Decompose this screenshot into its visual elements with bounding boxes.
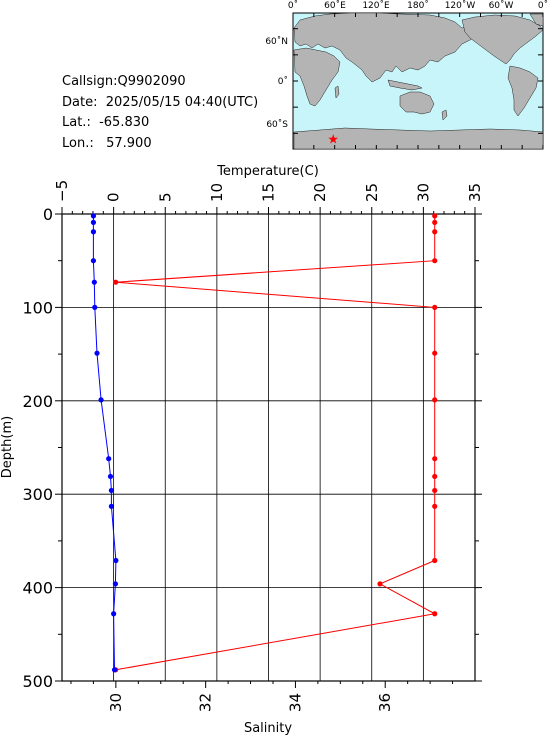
location-map: 0˚ 60˚E 120˚E 180˚ 120˚W 60˚W 0˚ 60˚N 0˚… — [265, 0, 548, 150]
temperature-point — [432, 219, 438, 226]
temperature-point — [432, 258, 438, 264]
depth-tick-label: 400 — [22, 579, 53, 598]
salinity-point — [111, 611, 117, 617]
temperature-point — [432, 557, 438, 564]
depth-tick-label: 200 — [22, 392, 53, 411]
depth-tick-label: 0 — [43, 205, 53, 224]
temperature-point — [432, 456, 438, 462]
temperature-tick-label: 20 — [311, 183, 329, 202]
temperature-point — [432, 397, 438, 403]
salinity-tick-label: 30 — [107, 693, 125, 712]
salinity-ticks: 30 32 34 36 — [70, 681, 454, 712]
temperature-point — [432, 473, 438, 480]
salinity-point — [90, 219, 97, 226]
profile-plot: −5 0 5 10 15 20 25 30 35 30 32 34 36 01002003004005… — [0, 164, 484, 736]
salinity-line — [92, 215, 117, 670]
salinity-tick-label: 34 — [286, 693, 304, 712]
salinity-point — [98, 397, 104, 403]
temperature-line — [115, 215, 437, 671]
land-south-america — [507, 65, 539, 117]
map-lat-label: 60˚N — [265, 36, 288, 47]
salinity-point — [111, 667, 118, 673]
latitude-text: Lat.: -65.830 — [62, 115, 150, 130]
land-eurasia — [293, 12, 479, 83]
salinity-tick-label: 36 — [376, 693, 394, 712]
callsign-text: Callsign:Q9902090 — [62, 74, 186, 89]
map-lon-labels: 0˚ 60˚E 120˚E 180˚ 120˚W 60˚W 0˚ — [288, 0, 548, 11]
temperature-point — [432, 213, 438, 219]
temperature-point — [113, 279, 119, 285]
temperature-point — [432, 611, 438, 617]
longitude-text: Lon.: 57.900 — [62, 135, 152, 151]
salinity-point — [92, 304, 98, 310]
land-indonesia — [387, 79, 423, 91]
station-marker-icon: ★ — [327, 132, 339, 147]
salinity-point — [90, 213, 97, 219]
temperature-tick-label: 25 — [363, 183, 381, 202]
map-lat-labels: 60˚N 0˚ 60˚S — [265, 36, 288, 130]
map-land — [293, 12, 544, 150]
salinity-point — [91, 279, 97, 285]
map-lat-label: 60˚S — [266, 119, 288, 130]
temperature-tick-label: 10 — [208, 183, 226, 202]
land-australia — [399, 91, 435, 115]
land-greenland — [529, 13, 544, 27]
temperature-tick-label: 15 — [260, 183, 278, 202]
map-lon-label: 120˚W — [445, 0, 476, 11]
temperature-tick-label: 30 — [414, 183, 432, 202]
land-north-america — [461, 14, 544, 65]
temperature-ticks: −5 0 5 10 15 20 25 30 35 — [53, 180, 484, 214]
salinity-point — [107, 473, 114, 480]
depth-tick-label: 300 — [22, 485, 53, 504]
temperature-tick-label: 5 — [156, 192, 174, 202]
depth-tick-label: 500 — [22, 672, 53, 691]
salinity-point — [108, 487, 114, 494]
temperature-tick-label: 0 — [105, 192, 123, 202]
map-ticks — [292, 13, 544, 149]
map-lon-label: 0˚ — [288, 0, 298, 11]
temperature-point — [432, 503, 438, 509]
salinity-point — [106, 456, 112, 462]
land-new-zealand — [441, 109, 448, 121]
map-lon-label: 0˚ — [538, 0, 548, 11]
depth-ticks: 0 100 200 300 400 500 — [22, 205, 482, 691]
salinity-point — [108, 503, 114, 509]
temperature-axis-label: Temperature(C) — [216, 164, 319, 179]
salinity-point — [112, 581, 119, 587]
map-lat-label: 0˚ — [278, 76, 288, 87]
map-lon-label: 180˚ — [407, 0, 429, 11]
salinity-axis-label: Salinity — [244, 721, 292, 736]
date-text: Date: 2025/05/15 04:40(UTC) — [62, 94, 259, 110]
land-africa — [293, 47, 341, 107]
temperature-point — [377, 581, 383, 587]
plot-grid — [61, 213, 476, 682]
depth-tick-label: 100 — [22, 298, 53, 317]
temperature-point — [432, 304, 438, 310]
salinity-point — [90, 229, 97, 235]
data-series — [90, 213, 438, 673]
temperature-tick-label: 35 — [466, 183, 484, 202]
map-lon-label: 60˚E — [324, 0, 346, 11]
salinity-point — [94, 350, 100, 356]
temperature-tick-label: −5 — [53, 180, 71, 202]
map-lon-label: 120˚E — [362, 0, 390, 11]
depth-axis-label: Depth(m) — [0, 416, 15, 478]
temperature-point — [432, 487, 438, 494]
temperature-point — [432, 229, 438, 235]
salinity-point — [113, 557, 119, 564]
salinity-tick-label: 32 — [197, 693, 215, 712]
temperature-point — [432, 350, 438, 356]
land-madagascar — [334, 85, 340, 99]
salinity-point — [90, 258, 97, 264]
map-lon-label: 60˚W — [489, 0, 514, 11]
station-info: Callsign:Q9902090 Date: 2025/05/15 04:40… — [62, 72, 258, 154]
